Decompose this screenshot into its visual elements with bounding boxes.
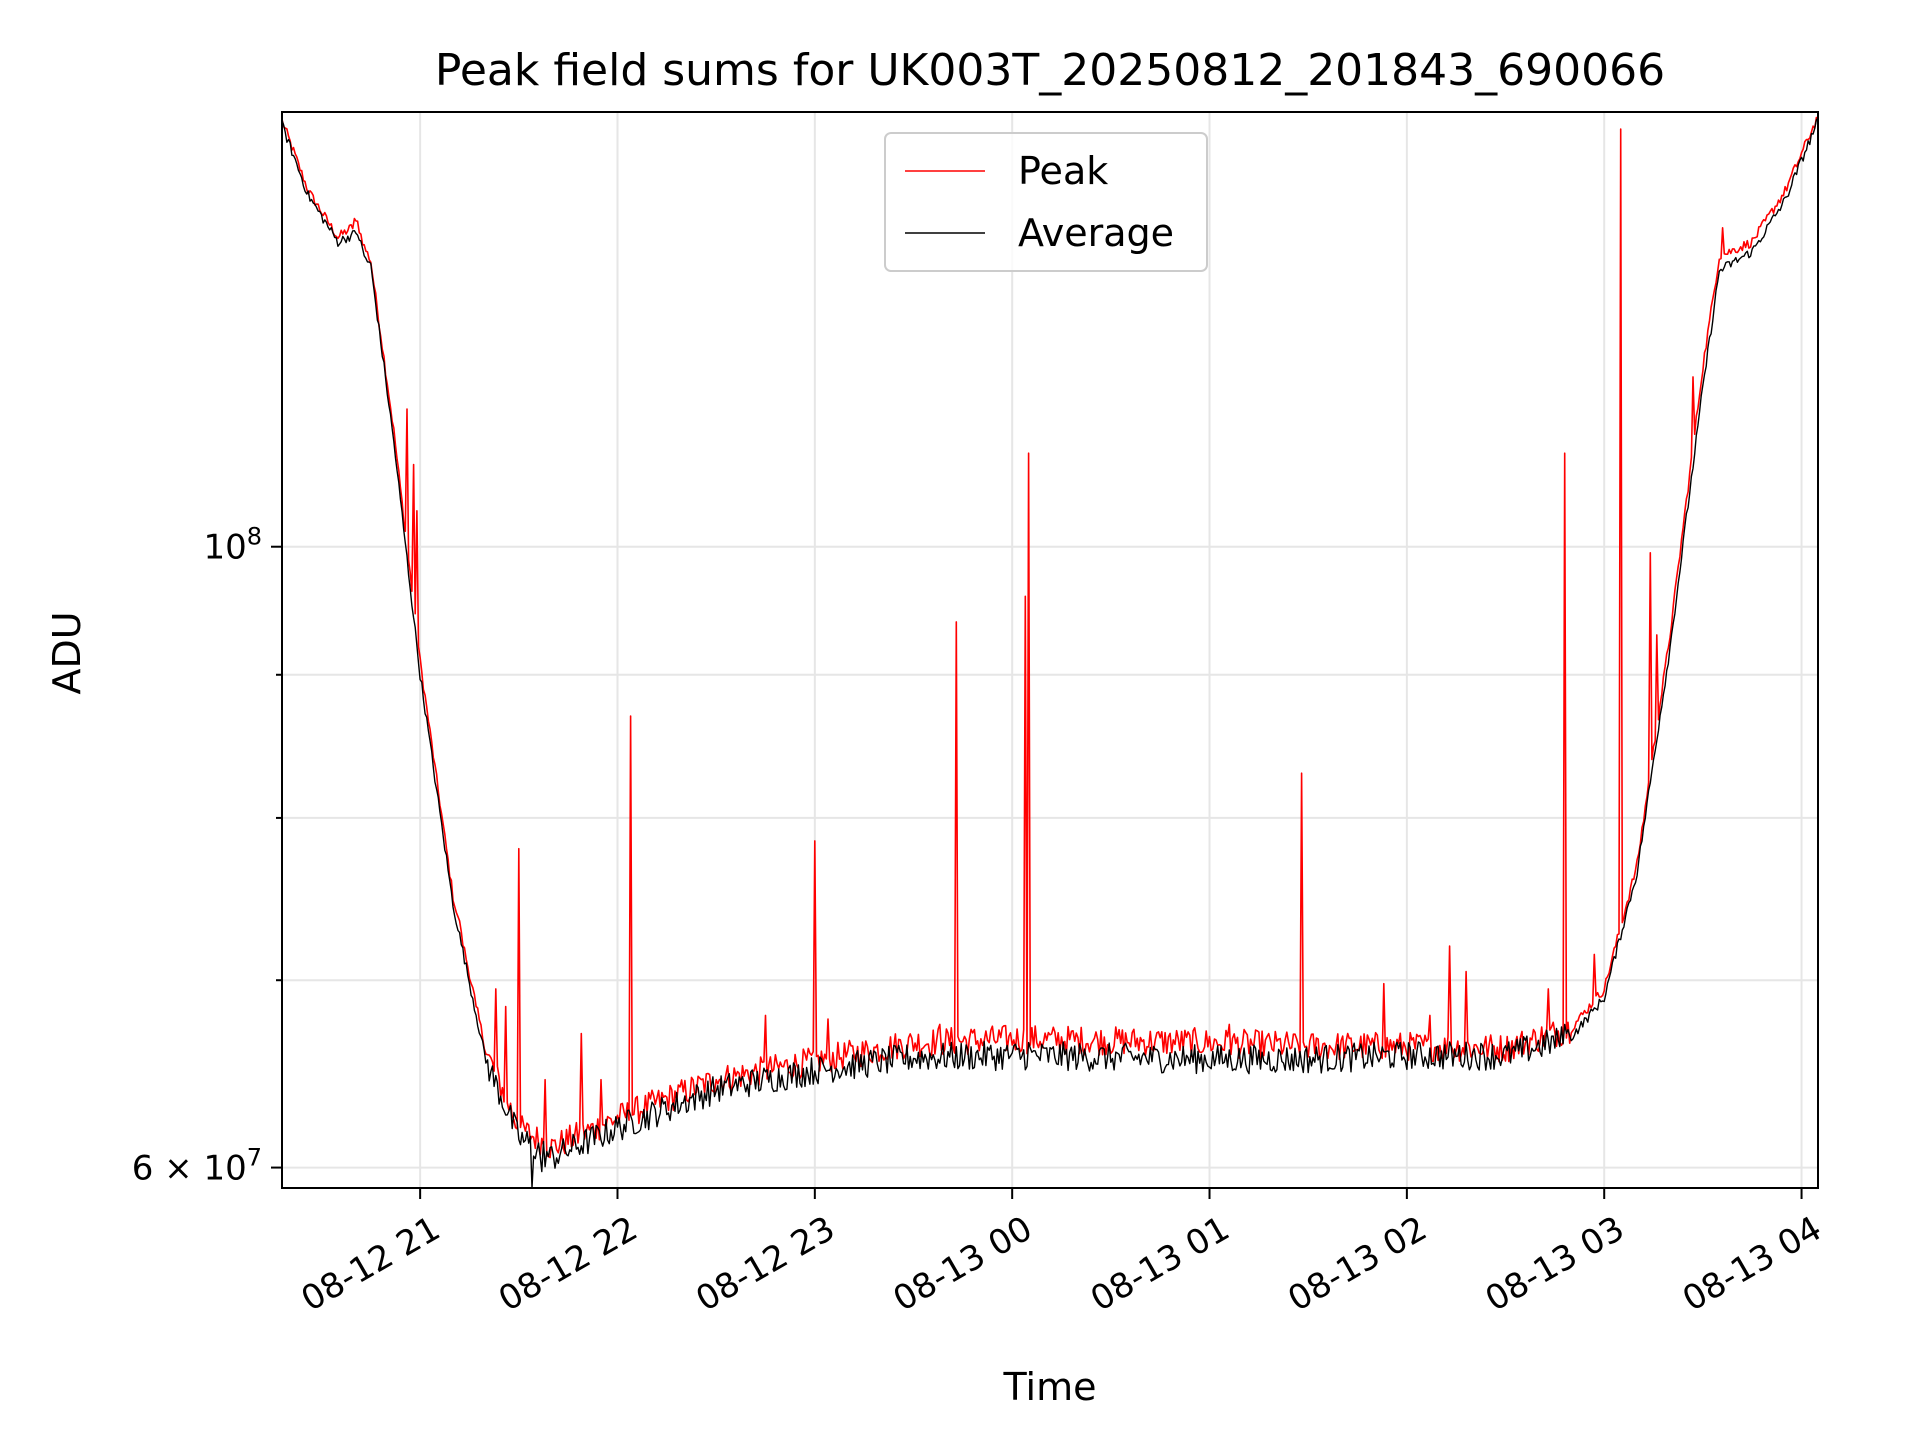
legend: Peak Average xyxy=(884,132,1208,272)
y-tick-label: 108 xyxy=(203,523,262,568)
legend-box xyxy=(884,132,1208,272)
series-line-average xyxy=(282,117,1818,1188)
plot-area-frame xyxy=(281,111,1819,1189)
legend-label-peak: Peak xyxy=(1018,149,1108,193)
legend-label-average: Average xyxy=(1018,211,1174,255)
series-line-peak xyxy=(282,116,1818,1159)
chart-title: Peak field sums for UK003T_20250812_2018… xyxy=(435,45,1665,96)
y-axis: 108 6 × 107 xyxy=(132,523,282,1189)
series-peak xyxy=(282,116,1818,1159)
y-tick-label: 6 × 107 xyxy=(132,1144,262,1189)
y-axis-label: ADU xyxy=(45,611,89,694)
series-average xyxy=(282,117,1818,1188)
x-axis-label: Time xyxy=(1003,1365,1097,1409)
series-layer xyxy=(282,116,1818,1188)
grid xyxy=(282,112,1818,1188)
